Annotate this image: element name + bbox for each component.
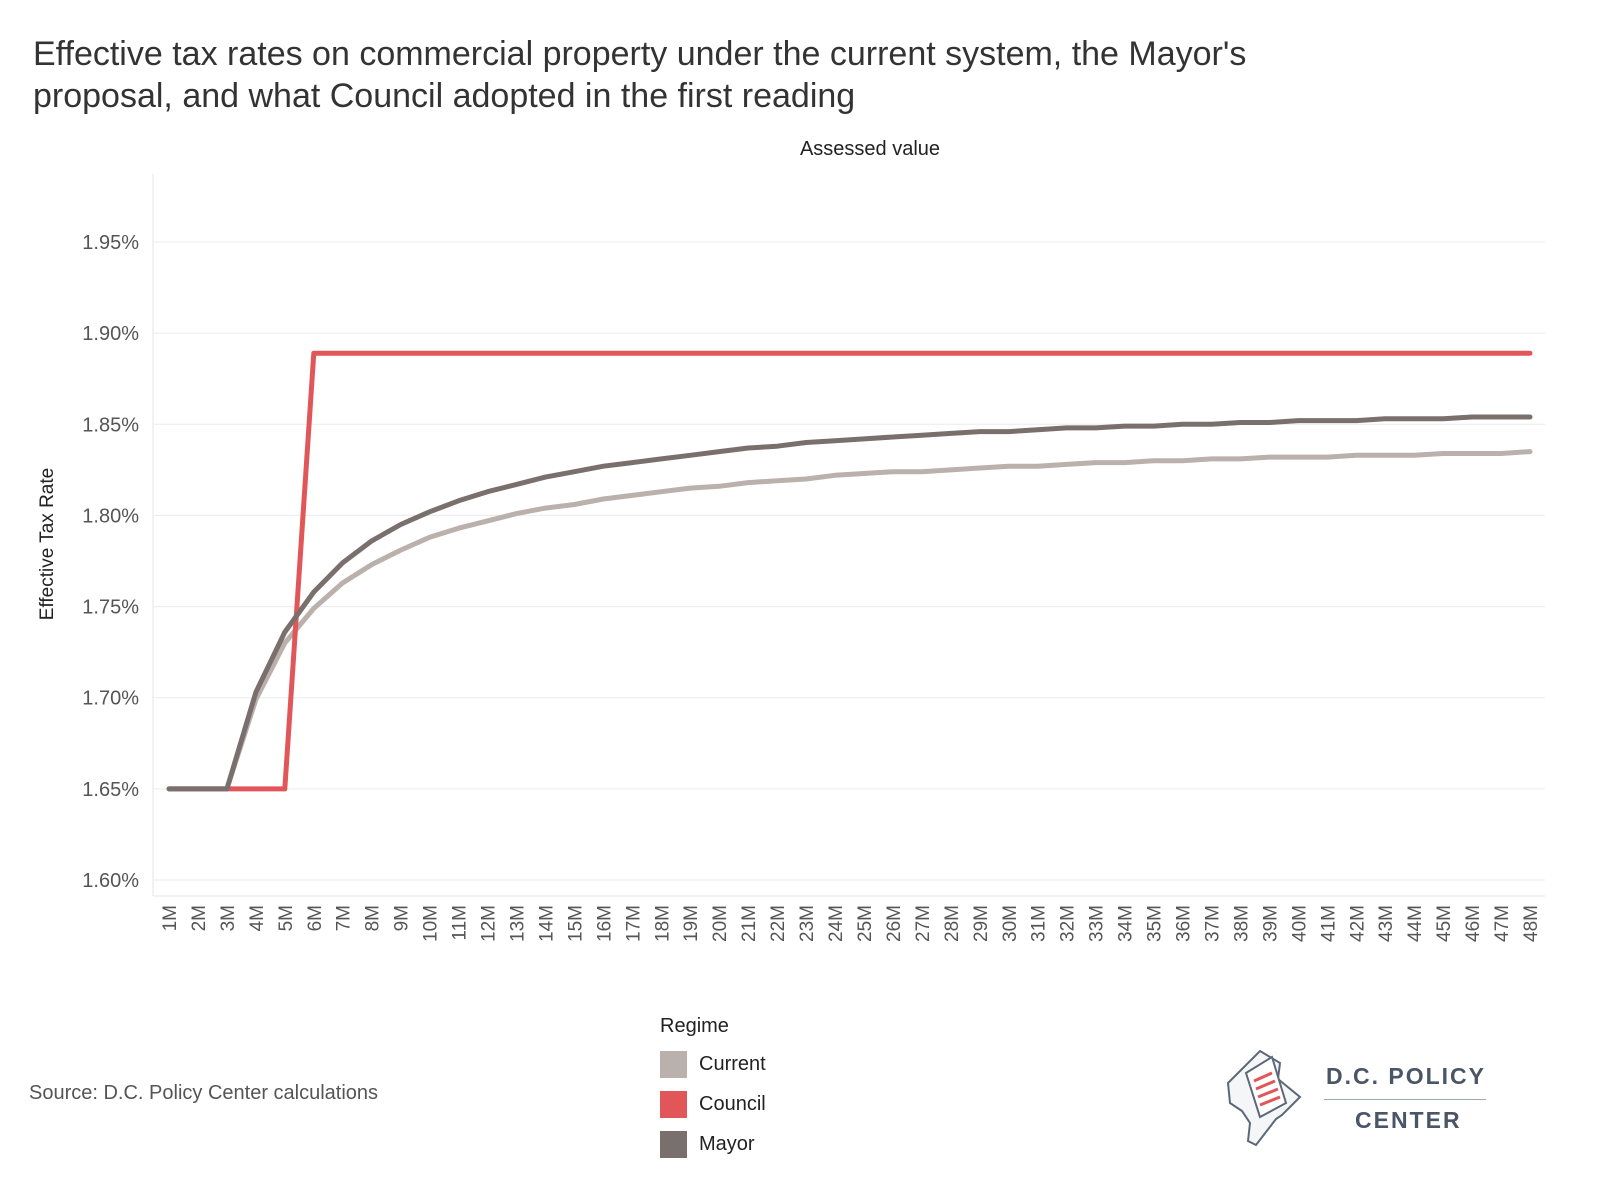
series-line-current: [166, 449, 1533, 792]
x-tick-label: 14M: [536, 905, 557, 942]
x-tick-label: 17M: [623, 905, 644, 942]
legend-item-council: Council: [660, 1084, 766, 1124]
line-chart: 1.60% 1.65% 1.70% 1.75% 1.80% 1.85% 1.90% 1.95%…: [82, 174, 1545, 942]
y-tick-label: 1.85%: [82, 414, 139, 436]
legend-items: Current Council Mayor: [660, 1044, 766, 1164]
y-tick-label: 1.65%: [82, 779, 139, 801]
series-line-mayor: [166, 414, 1533, 792]
x-tick-label: 26M: [884, 905, 905, 942]
x-tick-label: 46M: [1463, 905, 1484, 942]
legend: Regime Current Council Mayor: [660, 1015, 766, 1164]
x-tick-label: 12M: [479, 905, 500, 942]
x-tick-label: 11M: [450, 905, 471, 941]
x-tick-label: 10M: [421, 905, 442, 942]
x-tick-label: 9M: [392, 905, 413, 931]
x-tick-label: 36M: [1174, 905, 1195, 942]
x-tick-label: 35M: [1145, 905, 1166, 942]
x-tick-label: 48M: [1521, 905, 1542, 942]
document-map-icon: [1226, 1049, 1302, 1147]
brand-name: D.C. POLICY: [1326, 1063, 1487, 1089]
legend-swatch: [660, 1090, 687, 1118]
chart-title-line-1: Effective tax rates on commercial proper…: [33, 35, 1247, 73]
x-tick-label: 41M: [1318, 905, 1339, 942]
legend-item-mayor: Mayor: [660, 1124, 766, 1164]
x-tick-label: 47M: [1492, 905, 1513, 942]
legend-item-current: Current: [660, 1044, 766, 1084]
legend-swatch: [660, 1130, 687, 1158]
y-tick-label: 1.80%: [82, 505, 139, 527]
y-tick-label: 1.70%: [82, 688, 139, 710]
x-tick-label: 29M: [971, 905, 992, 942]
x-tick-label: 4M: [247, 905, 268, 931]
series-line-council: [166, 350, 1533, 792]
legend-swatch: [660, 1050, 687, 1078]
x-tick-label: 27M: [913, 905, 934, 942]
x-tick-label: 19M: [681, 905, 702, 942]
x-tick-label: 16M: [594, 905, 615, 942]
chart-title: Effective tax rates on commercial proper…: [33, 33, 1553, 117]
y-tick-label: 1.75%: [82, 597, 139, 619]
x-tick-label: 44M: [1405, 905, 1426, 942]
x-tick-label: 37M: [1202, 905, 1223, 942]
x-tick-label: 5M: [276, 905, 297, 931]
x-tick-label: 30M: [1000, 905, 1021, 942]
brand-subtitle: CENTER: [1355, 1107, 1462, 1133]
x-tick-label: 7M: [334, 905, 355, 931]
chart-title-line-2: proposal, and what Council adopted in th…: [33, 77, 856, 115]
x-tick-label: 3M: [218, 905, 239, 931]
y-tick-label: 1.90%: [82, 323, 139, 345]
x-tick-label: 20M: [710, 905, 731, 942]
brand-divider: [1324, 1099, 1486, 1100]
x-tick-label: 6M: [305, 905, 326, 931]
x-tick-label: 13M: [507, 905, 528, 942]
x-tick-label: 45M: [1434, 905, 1455, 942]
source-note: Source: D.C. Policy Center calculations: [29, 1082, 379, 1104]
legend-title: Regime: [660, 1015, 729, 1037]
x-tick-label: 42M: [1347, 905, 1368, 942]
x-tick-label: 2M: [189, 905, 210, 931]
x-tick-label: 23M: [797, 905, 818, 942]
x-tick-label: 15M: [565, 905, 586, 942]
x-tick-label: 39M: [1260, 905, 1281, 942]
x-tick-label: 22M: [768, 905, 789, 942]
x-tick-label: 21M: [739, 905, 760, 942]
x-tick-label: 1M: [160, 905, 181, 931]
x-tick-label: 31M: [1029, 905, 1050, 942]
x-tick-label: 18M: [652, 905, 673, 942]
x-tick-label: 32M: [1058, 905, 1079, 942]
x-tick-label: 38M: [1231, 905, 1252, 942]
x-tick-label: 34M: [1116, 905, 1137, 942]
brand-logo: D.C. POLICY CENTER: [1220, 1045, 1520, 1155]
legend-label: Current: [699, 1052, 766, 1075]
x-tick-label: 8M: [363, 905, 384, 931]
x-tick-label: 25M: [855, 905, 876, 942]
x-tick-label: 28M: [942, 905, 963, 942]
y-tick-label: 1.60%: [82, 870, 139, 892]
x-tick-label: 24M: [826, 905, 847, 942]
x-axis-header: Assessed value: [799, 138, 941, 160]
x-tick-label: 33M: [1087, 905, 1108, 942]
legend-label: Mayor: [699, 1132, 755, 1155]
x-tick-label: 43M: [1376, 905, 1397, 942]
legend-label: Council: [699, 1092, 766, 1115]
y-tick-label: 1.95%: [82, 232, 139, 254]
x-tick-label: 40M: [1289, 905, 1310, 942]
